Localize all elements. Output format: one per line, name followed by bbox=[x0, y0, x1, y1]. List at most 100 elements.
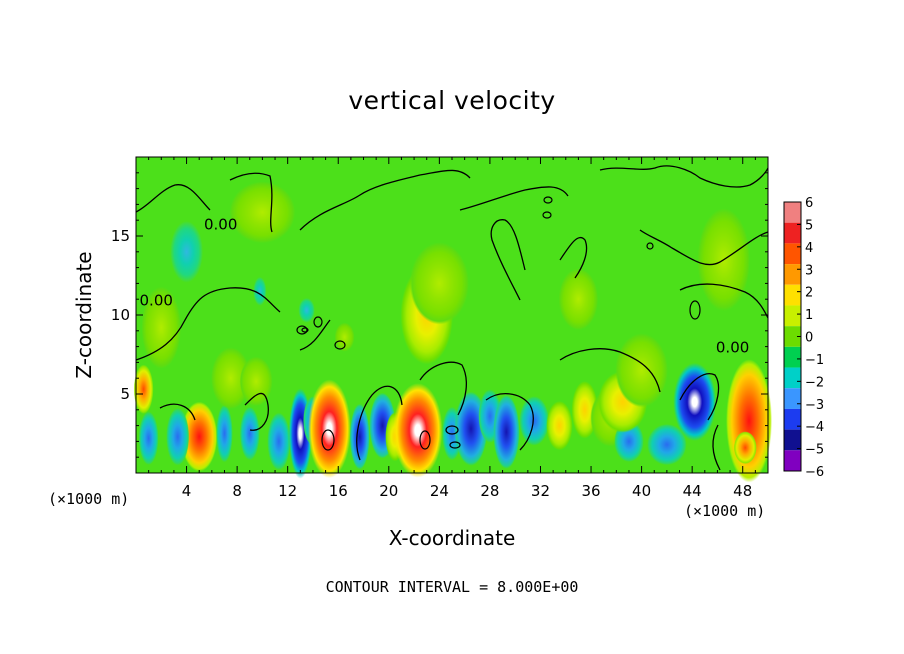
contour-line bbox=[459, 186, 569, 211]
contour-line bbox=[299, 169, 471, 231]
colorbar-tick-label: 0 bbox=[805, 331, 813, 346]
contour-ring bbox=[543, 196, 553, 204]
contour-ring bbox=[542, 211, 552, 219]
colorbar-tick-label: −1 bbox=[805, 353, 824, 368]
x-unit-left: (×1000 m) bbox=[48, 490, 130, 508]
updraft-cell bbox=[733, 431, 757, 465]
contour-line bbox=[244, 392, 269, 431]
colorbar-swatch bbox=[784, 202, 801, 223]
colorbar-tick-label: 1 bbox=[805, 308, 813, 323]
downdraft-cell bbox=[216, 404, 233, 463]
updraft-cell bbox=[141, 286, 181, 369]
x-tick-label: 44 bbox=[683, 482, 702, 500]
x-tick-label: 24 bbox=[430, 482, 449, 500]
contour-line bbox=[229, 172, 273, 233]
contour-line bbox=[679, 373, 720, 421]
updraft-cell bbox=[393, 383, 443, 478]
contour-ring bbox=[419, 430, 431, 450]
downdraft-cell bbox=[253, 276, 267, 306]
contour-line bbox=[559, 348, 661, 393]
updraft-cell bbox=[615, 333, 668, 408]
updraft-cell bbox=[181, 401, 218, 472]
colorbar-swatch bbox=[784, 367, 801, 389]
updraft-cell bbox=[334, 322, 355, 352]
colorbar-tick-label: −5 bbox=[805, 443, 824, 458]
downdraft-cell bbox=[170, 220, 203, 283]
contour-ring bbox=[445, 425, 459, 435]
downdraft-cell bbox=[673, 362, 717, 441]
contour-label: 0.00 bbox=[204, 215, 237, 233]
colorbar-swatch bbox=[784, 264, 801, 285]
colorbar-tick-label: 4 bbox=[805, 241, 813, 256]
x-tick-label: 20 bbox=[379, 482, 398, 500]
colorbar-tick-label: 6 bbox=[805, 196, 813, 211]
y-tick-label: 15 bbox=[111, 227, 130, 245]
x-tick-label: 28 bbox=[480, 482, 499, 500]
x-tick-label: 8 bbox=[232, 482, 242, 500]
colorbar-swatch bbox=[784, 222, 801, 244]
colorbar-swatch bbox=[784, 305, 801, 327]
x-tick-label: 4 bbox=[182, 482, 192, 500]
contour-line bbox=[159, 403, 196, 421]
colorbar-swatch bbox=[784, 346, 801, 368]
contour-label: 0.00 bbox=[140, 291, 173, 309]
x-tick-label: 48 bbox=[733, 482, 752, 500]
contour-ring bbox=[296, 325, 308, 335]
downdraft-cell bbox=[166, 407, 190, 466]
colorbar-tick-label: −3 bbox=[805, 398, 824, 413]
colorbar-tick-label: 5 bbox=[805, 218, 813, 233]
updraft-cell bbox=[239, 356, 273, 407]
contour-ring bbox=[689, 300, 701, 320]
contour-line bbox=[419, 361, 468, 416]
updraft-cell bbox=[308, 379, 351, 479]
updraft-cell bbox=[229, 181, 296, 244]
x-tick-label: 40 bbox=[632, 482, 651, 500]
downdraft-cell bbox=[493, 394, 520, 469]
contour-ring bbox=[321, 429, 335, 451]
colorbar-swatch bbox=[784, 284, 801, 306]
contour-line bbox=[679, 283, 769, 319]
contour-ring bbox=[313, 316, 323, 328]
downdraft-cell bbox=[519, 396, 549, 446]
colorbar-swatch bbox=[784, 326, 801, 347]
downdraft-cell bbox=[647, 424, 687, 466]
colorbar-swatch bbox=[784, 429, 801, 451]
colorbar-swatch bbox=[784, 243, 801, 265]
contour-line bbox=[356, 385, 403, 461]
x-tick-label: 32 bbox=[531, 482, 550, 500]
contour-ring bbox=[449, 441, 461, 449]
contour-line bbox=[490, 219, 526, 301]
colorbar-swatch bbox=[784, 408, 801, 430]
chart-title: vertical velocity bbox=[348, 86, 556, 115]
x-tick-label: 16 bbox=[329, 482, 348, 500]
x-tick-label: 12 bbox=[278, 482, 297, 500]
colorbar-tick-label: 2 bbox=[805, 286, 813, 301]
colorbar-tick-label: −6 bbox=[805, 465, 824, 480]
contour-line bbox=[299, 319, 331, 351]
contour-line bbox=[639, 229, 769, 266]
colorbar-tick-label: −4 bbox=[805, 420, 824, 435]
updraft-cell bbox=[409, 242, 469, 325]
x-tick-label: 36 bbox=[581, 482, 600, 500]
downdraft-cell bbox=[267, 412, 291, 471]
downdraft-cell bbox=[239, 406, 260, 461]
contour-line bbox=[485, 393, 534, 451]
contour-line bbox=[712, 424, 721, 471]
contour-ring bbox=[301, 327, 309, 333]
downdraft-cell bbox=[138, 411, 159, 465]
updraft-cell bbox=[558, 268, 599, 331]
colorbar-tick-label: 3 bbox=[805, 263, 813, 278]
colorbar-tick-label: −2 bbox=[805, 375, 824, 390]
downdraft-cell bbox=[349, 403, 370, 470]
contour-ring bbox=[334, 340, 346, 350]
contour-ring bbox=[646, 242, 654, 250]
downdraft-cell bbox=[298, 297, 315, 323]
x-axis-label: X-coordinate bbox=[388, 526, 516, 550]
colorbar-swatch bbox=[784, 450, 801, 471]
x-unit-right: (×1000 m) bbox=[684, 502, 766, 520]
contour-interval-note: CONTOUR INTERVAL = 8.000E+00 bbox=[325, 578, 579, 596]
updraft-cell bbox=[211, 347, 251, 410]
updraft-cell bbox=[133, 364, 154, 414]
y-tick-label: 5 bbox=[120, 385, 130, 403]
